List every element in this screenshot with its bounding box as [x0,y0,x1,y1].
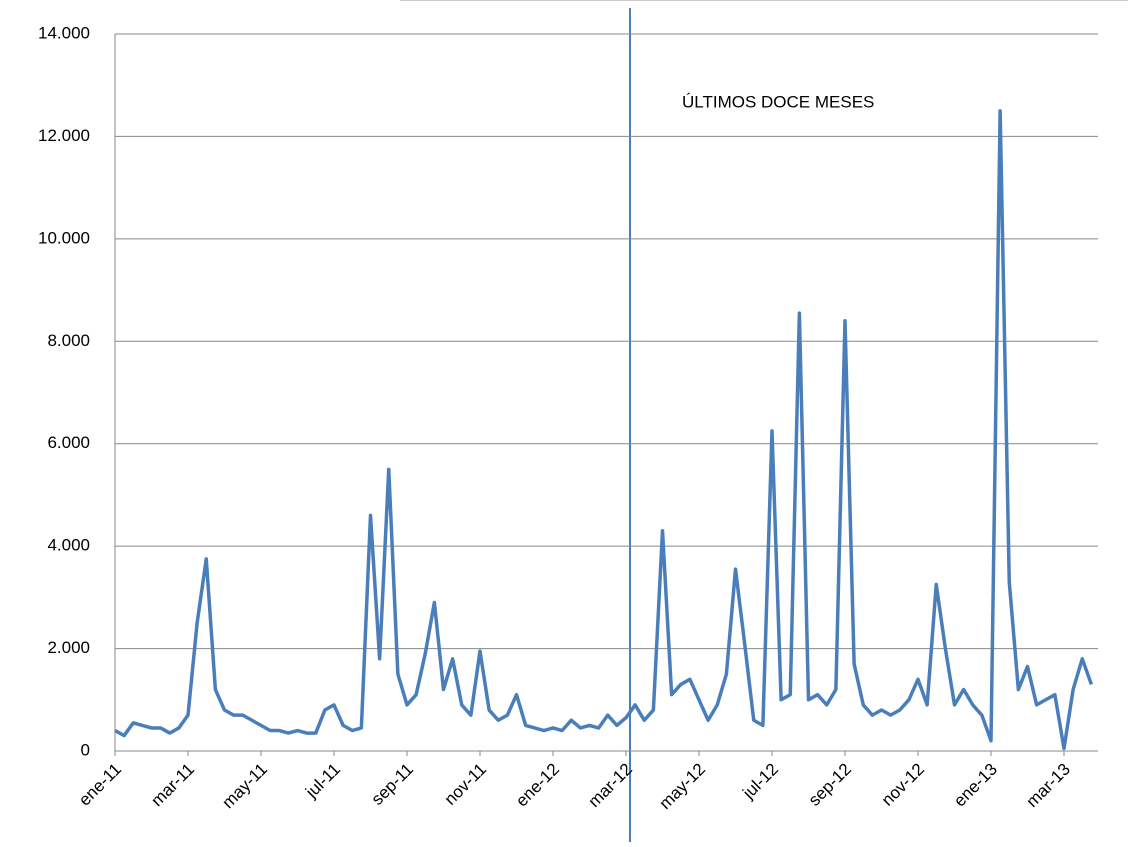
y-tick-label: 12.000 [38,126,90,145]
data-line [114,109,1094,751]
y-tick-label: 0 [81,740,90,759]
y-tick-label: 2.000 [47,638,90,657]
y-tick-label: 14.000 [38,23,90,42]
y-tick-label: 8.000 [47,331,90,350]
y-tick-label: 4.000 [47,536,90,555]
y-tick-label: 6.000 [47,433,90,452]
y-tick-label: 10.000 [38,228,90,247]
annotation: ÚLTIMOS DOCE MESES [682,92,874,111]
